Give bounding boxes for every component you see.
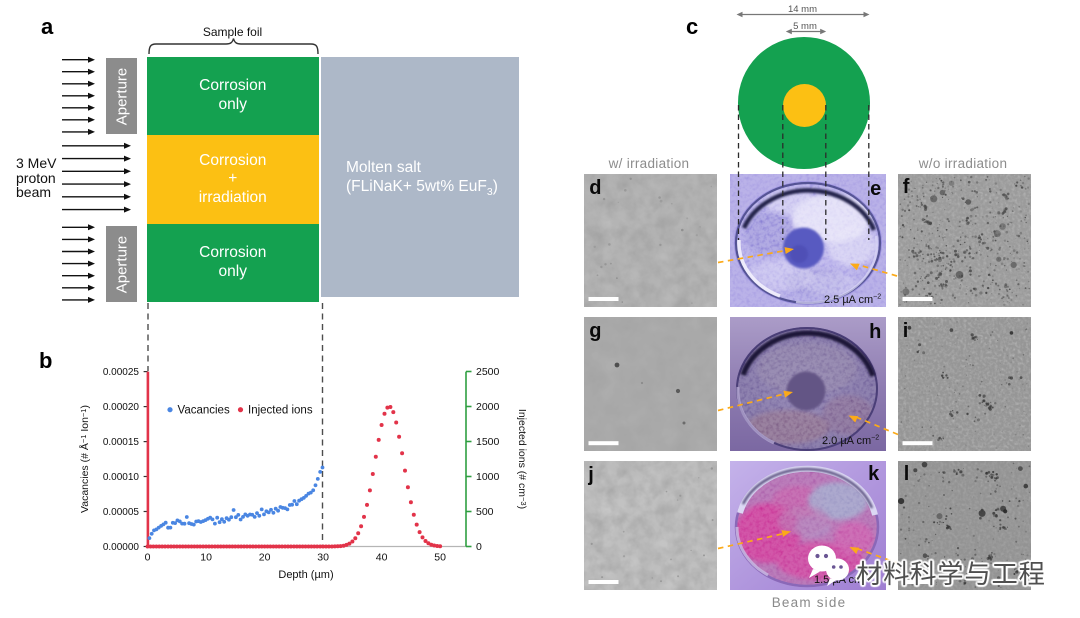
svg-text:Depth (µm): Depth (µm) [278,569,333,581]
svg-text:0: 0 [476,541,482,553]
svg-text:2500: 2500 [476,366,500,378]
svg-text:0.00005: 0.00005 [103,507,140,518]
svg-text:1500: 1500 [476,436,500,448]
svg-text:40: 40 [376,552,388,564]
svg-text:Vacancies: Vacancies [178,405,230,417]
svg-text:0.00025: 0.00025 [103,367,140,378]
svg-text:2000: 2000 [476,401,500,413]
svg-text:Injected ions (# cm−3): Injected ions (# cm−3) [516,409,528,509]
svg-text:50: 50 [434,552,446,564]
svg-text:0: 0 [145,552,151,564]
svg-text:5 mm: 5 mm [793,21,817,32]
svg-text:1000: 1000 [476,471,500,483]
svg-text:Vacancies (# Å−1 Ion−1): Vacancies (# Å−1 Ion−1) [78,405,91,513]
svg-text:500: 500 [476,506,494,518]
svg-text:14 mm: 14 mm [788,4,817,15]
svg-text:30: 30 [317,552,329,564]
svg-text:Injected ions: Injected ions [248,405,313,417]
svg-text:0.00020: 0.00020 [103,402,140,413]
svg-text:0.00000: 0.00000 [103,542,140,553]
svg-text:10: 10 [200,552,212,564]
svg-text:0.00010: 0.00010 [103,472,140,483]
svg-text:20: 20 [259,552,271,564]
svg-text:0.00015: 0.00015 [103,437,140,448]
